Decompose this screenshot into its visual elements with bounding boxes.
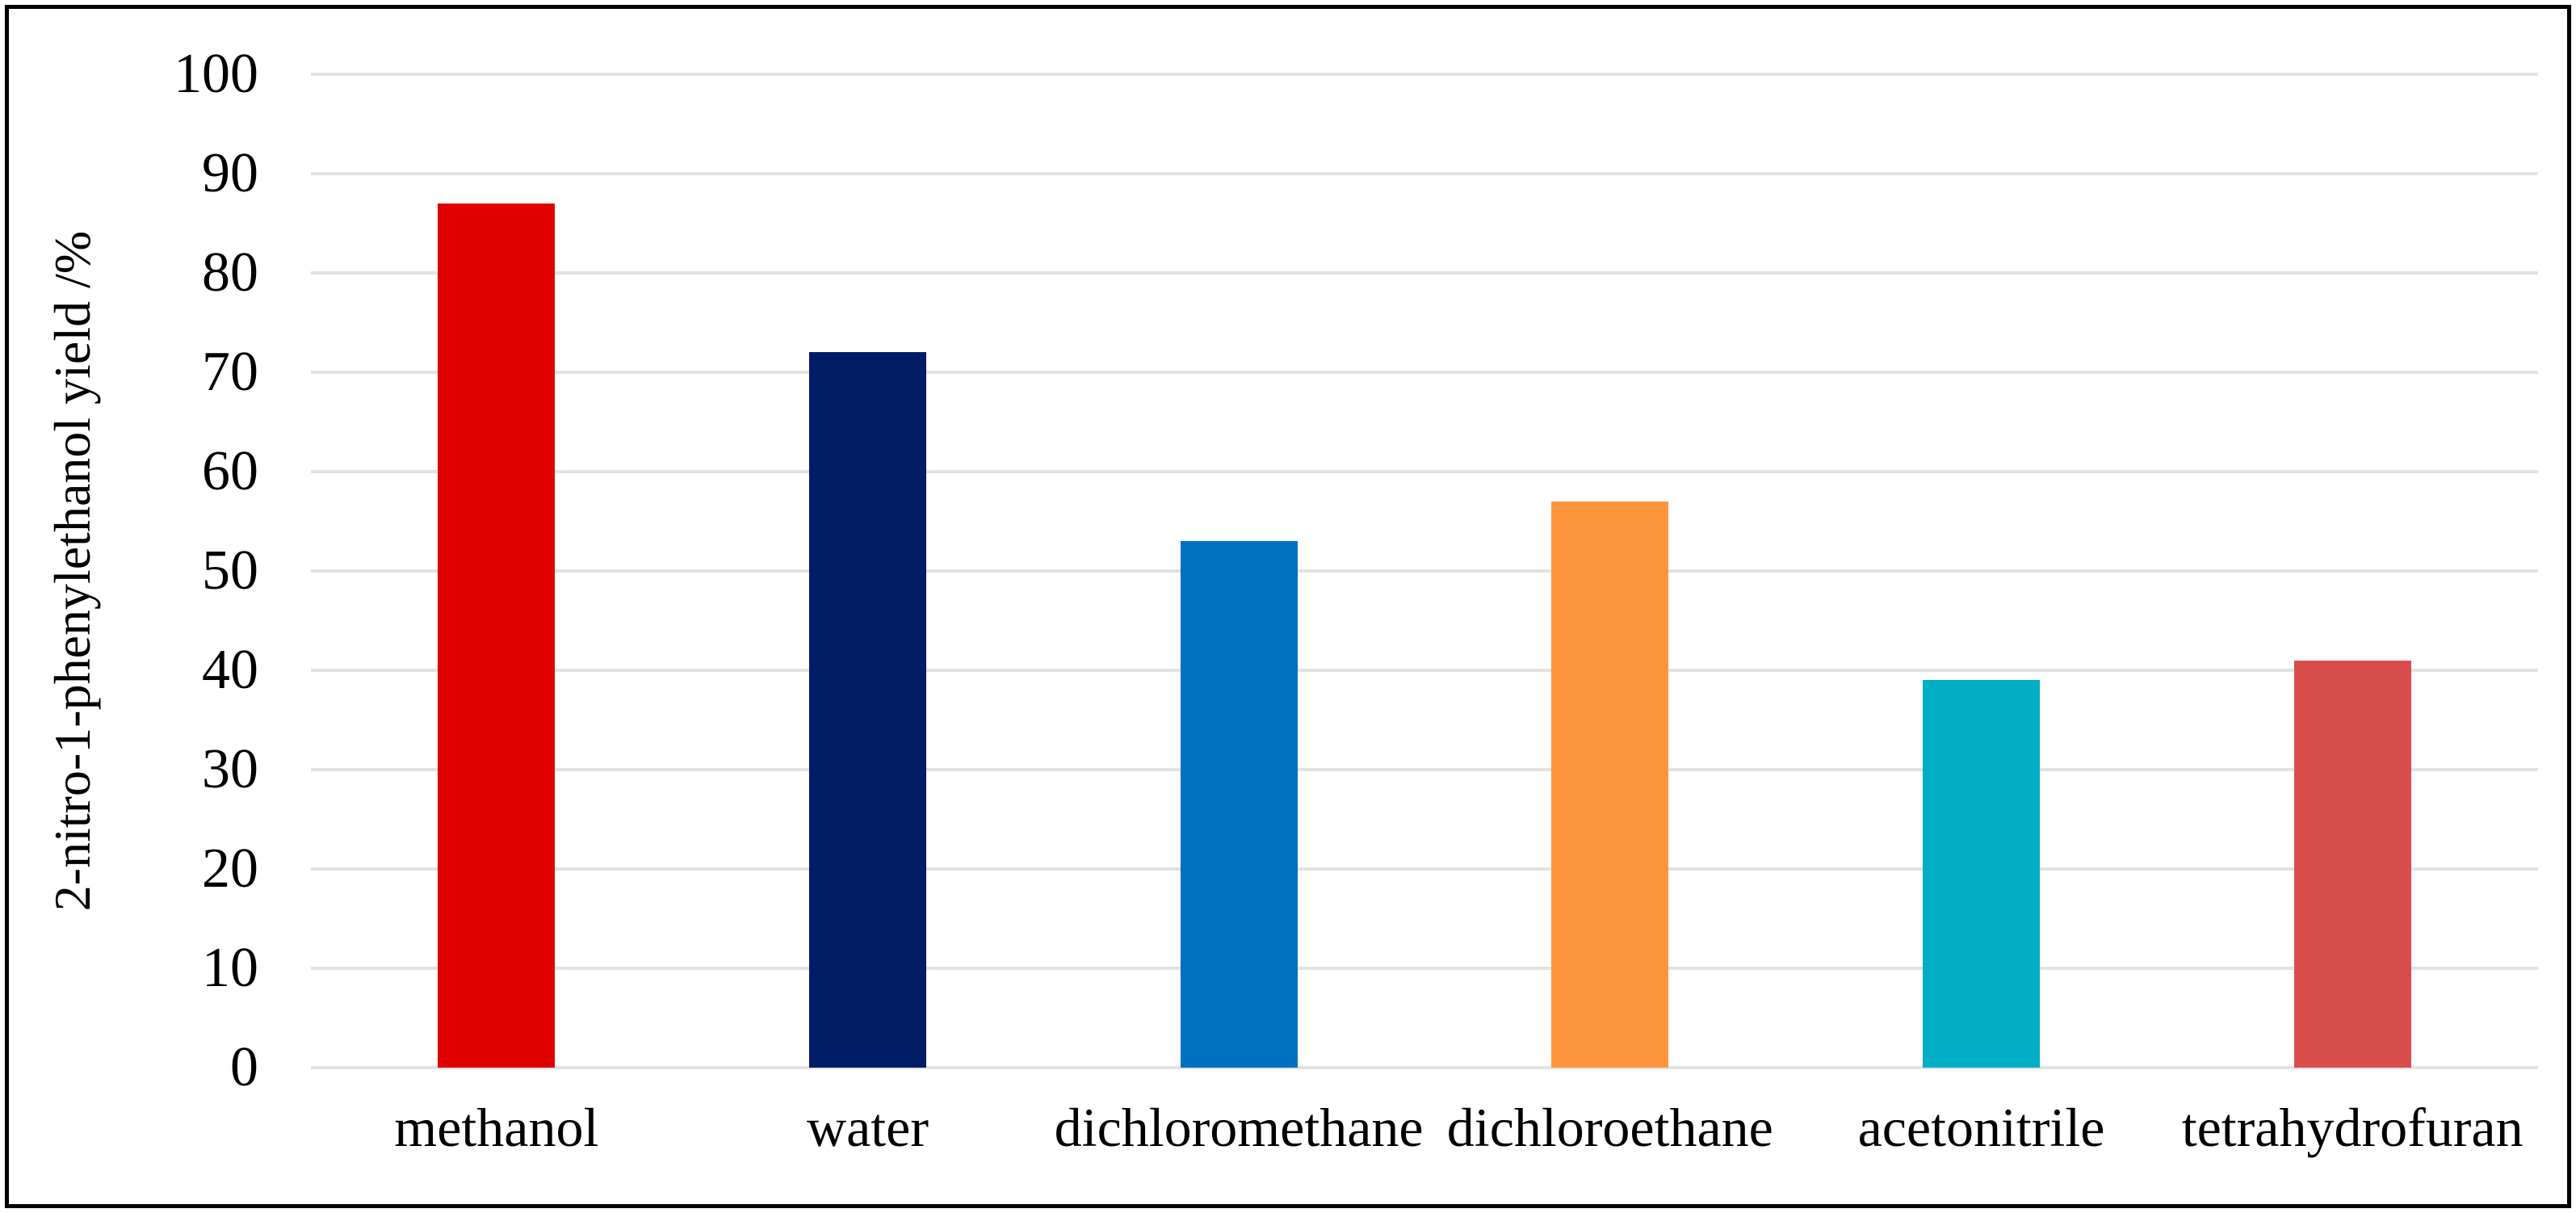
gridline-y-10 (311, 967, 2538, 970)
gridline-y-40 (311, 669, 2538, 672)
y-tick-label-60: 60 (202, 440, 258, 502)
x-category-label-acetonitrile: acetonitrile (1857, 1097, 2105, 1158)
y-tick-label-90: 90 (202, 142, 258, 204)
y-tick-label-50: 50 (202, 539, 258, 602)
bar-dichloroethane (1551, 501, 1669, 1068)
gridline-y-20 (311, 867, 2538, 871)
bar-methanol (438, 203, 556, 1068)
gridline-y-30 (311, 768, 2538, 771)
bar-acetonitrile (1923, 680, 2040, 1068)
x-category-label-tetrahydrofuran: tetrahydrofuran (2181, 1097, 2524, 1158)
x-category-label-water: water (806, 1097, 929, 1158)
bar-dichloromethane (1180, 541, 1298, 1068)
y-tick-label-10: 10 (202, 937, 258, 999)
y-tick-label-100: 100 (174, 43, 258, 105)
y-tick-label-70: 70 (202, 341, 258, 403)
gridline-y-50 (311, 569, 2538, 573)
y-tick-label-80: 80 (202, 241, 258, 304)
gridline-y-0 (311, 1066, 2538, 1069)
bar-water (809, 352, 926, 1068)
bar-tetrahydrofuran (2293, 660, 2411, 1068)
gridline-y-100 (311, 73, 2538, 76)
x-category-label-dichloromethane: dichloromethane (1054, 1097, 1424, 1158)
y-tick-label-20: 20 (202, 837, 258, 900)
y-tick-label-40: 40 (202, 639, 258, 701)
gridline-y-90 (311, 172, 2538, 175)
plot-area (311, 73, 2538, 1069)
x-category-label-methanol: methanol (394, 1097, 599, 1158)
y-tick-label-30: 30 (202, 738, 258, 800)
x-category-label-dichloroethane: dichloroethane (1446, 1097, 1773, 1158)
gridline-y-70 (311, 371, 2538, 374)
y-tick-label-0: 0 (230, 1036, 258, 1098)
gridline-y-60 (311, 470, 2538, 473)
gridline-y-80 (311, 271, 2538, 275)
